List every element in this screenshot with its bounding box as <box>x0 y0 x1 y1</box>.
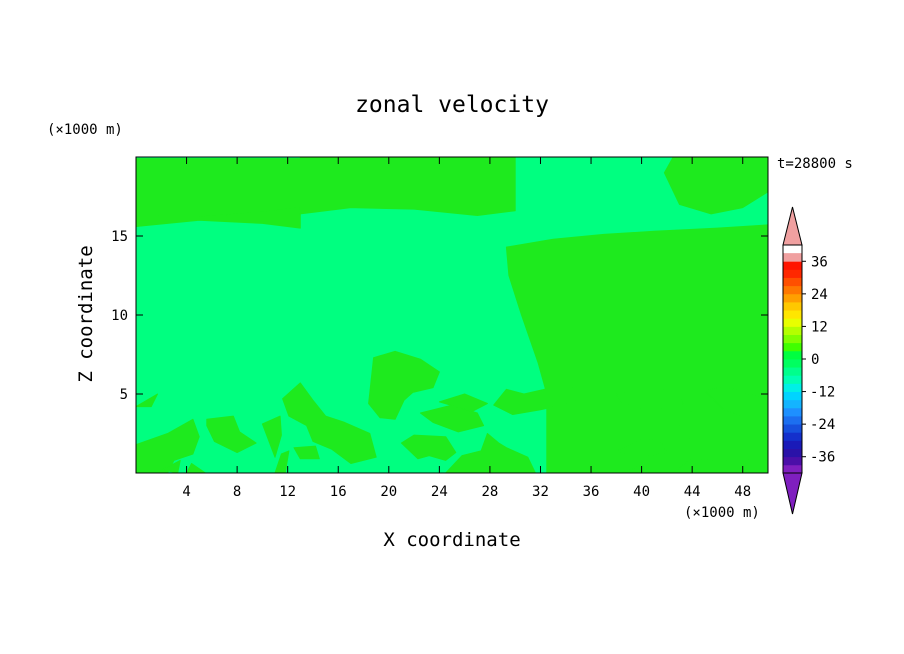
colorbar-extend-low <box>782 472 803 515</box>
contour-region-2 <box>299 157 516 216</box>
colorbar-tick-label: -24 <box>810 417 835 433</box>
time-label: t=28800 s <box>777 156 853 172</box>
colorbar-bin <box>783 391 802 401</box>
x-axis-label: X coordinate <box>383 529 520 551</box>
colorbar-bin <box>783 293 802 303</box>
x-tick-label: 4 <box>182 484 190 500</box>
colorbar-tick-label: 24 <box>811 287 828 303</box>
contour-region-17 <box>615 387 684 411</box>
x-axis-ticks: 4 8 12 16 20 24 28 32 36 40 44 48 <box>182 157 751 500</box>
contour-region-8 <box>261 415 282 458</box>
colorbar-bin <box>783 310 802 319</box>
colorbar-bin <box>783 261 802 270</box>
colorbar-extend-high <box>782 206 803 246</box>
colorbar-bin <box>783 375 802 384</box>
colorbar-bin <box>783 399 802 409</box>
contour-region-20 <box>679 423 706 441</box>
y-tick-label: 10 <box>111 308 128 324</box>
colorbar-bin <box>783 424 802 433</box>
contour-region-7 <box>206 415 257 453</box>
colorbar-bin <box>783 253 802 262</box>
contour-region-24 <box>186 463 206 473</box>
contour-region-6 <box>136 393 158 408</box>
x-tick-label: 32 <box>532 484 549 500</box>
colorbar-bin <box>783 383 802 392</box>
y-axis-label: Z coordinate <box>75 245 97 382</box>
x-tick-label: 40 <box>633 484 650 500</box>
colorbar-bin <box>783 269 802 278</box>
colorbar-bin <box>783 318 802 327</box>
colorbar-bin <box>783 342 802 352</box>
y-axis-ticks: 5 10 15 <box>111 229 768 403</box>
contour-region-10 <box>282 382 377 464</box>
colorbar-bin <box>783 440 802 449</box>
colorbar-bin <box>783 350 802 360</box>
colorbar-bin <box>783 464 802 474</box>
contour-region-14 <box>445 433 536 473</box>
colorbar-tick-label: 12 <box>811 319 828 335</box>
contour-region-26 <box>162 459 181 473</box>
x-tick-label: 16 <box>330 484 347 500</box>
y-tick-label: 5 <box>120 387 128 403</box>
x-tick-label: 24 <box>431 484 448 500</box>
colorbar-bin <box>783 302 802 311</box>
contour-region-11 <box>368 350 440 420</box>
colorbar: 36 24 12 0 -12 -24 -36 <box>782 206 835 515</box>
colorbar-bin <box>783 432 802 441</box>
contour-region-21 <box>615 437 668 458</box>
colorbar-tick-label: 0 <box>811 352 819 368</box>
contour-regions <box>136 157 768 473</box>
x-unit-label: (×1000 m) <box>684 505 760 521</box>
x-tick-label: 28 <box>481 484 498 500</box>
colorbar-bin <box>783 334 802 344</box>
contour-region-18 <box>682 390 697 414</box>
x-tick-label: 8 <box>233 484 241 500</box>
x-tick-label: 12 <box>279 484 296 500</box>
y-tick-label: 15 <box>111 229 128 245</box>
colorbar-bin <box>783 407 802 417</box>
contour-region-9 <box>274 450 290 473</box>
colorbar-bin <box>783 416 802 425</box>
colorbar-tick-label: -36 <box>810 450 835 466</box>
colorbar-bin <box>783 326 802 335</box>
x-tick-label: 48 <box>734 484 751 500</box>
chart-title: zonal velocity <box>355 92 549 118</box>
y-unit-label: (×1000 m) <box>47 122 123 138</box>
contour-region-25 <box>293 445 320 460</box>
contour-region-19 <box>704 385 768 419</box>
contour-region-15 <box>493 385 577 415</box>
colorbar-tick-label: -12 <box>810 385 835 401</box>
x-tick-label: 36 <box>583 484 600 500</box>
contour-region-23 <box>672 456 768 473</box>
x-tick-label: 20 <box>380 484 397 500</box>
colorbar-bin <box>783 448 802 458</box>
contour-region-16 <box>438 393 488 412</box>
x-tick-label: 44 <box>684 484 701 500</box>
contour-region-3 <box>663 157 768 215</box>
colorbar-bin <box>783 277 802 287</box>
colorbar-bin <box>783 367 802 376</box>
colorbar-bin <box>783 285 802 295</box>
contour-region-12 <box>400 434 457 461</box>
colorbar-bin <box>783 359 802 368</box>
colorbar-bin <box>783 456 802 466</box>
colorbar-tick-label: 36 <box>811 254 828 270</box>
contour-region-4 <box>505 224 768 473</box>
